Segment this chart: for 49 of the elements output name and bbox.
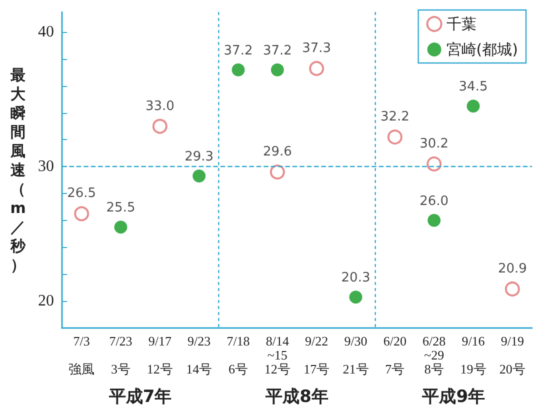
point: [74, 206, 90, 222]
point: [466, 100, 480, 113]
text: 平成7年: [108, 387, 172, 407]
point: [232, 63, 245, 76]
data-label: 37.2: [224, 43, 253, 58]
point: [426, 156, 442, 172]
x-tick-label: 9/19 20号: [499, 334, 526, 376]
legend-label: 千葉: [446, 15, 476, 33]
data-label: 37.3: [302, 40, 332, 56]
x-tick-label: 9/17 12号: [146, 334, 173, 376]
x-tick-label: 9/16 19号: [460, 334, 486, 376]
data-label: 37.2: [262, 43, 292, 58]
point: [387, 130, 402, 145]
point: [270, 164, 285, 180]
text: 平成8年: [264, 387, 328, 407]
x-tick-label: 9/23 14号: [186, 334, 212, 376]
data-label: 30.2: [420, 136, 449, 152]
x-tick-label: 9/22 17号: [304, 334, 330, 376]
legend-label: 宮崎(都城): [446, 40, 518, 58]
y-tick-label: 40: [38, 24, 54, 41]
text: 平成9年: [421, 387, 486, 407]
point: [114, 220, 128, 234]
point: [309, 60, 324, 76]
x-tick-label: 7/18 6号: [226, 334, 250, 376]
data-label: 33.0: [145, 98, 174, 114]
x-tick-label: 7/23 3号: [109, 334, 132, 376]
data-label: 29.6: [262, 144, 292, 160]
data-label: 34.5: [458, 80, 488, 95]
x-tick-label: 6/20 7号: [383, 334, 406, 376]
x-tick-label: 6/28 ~29 8号: [422, 334, 446, 376]
x-tick-label: 8/14 ~15 12号: [264, 334, 290, 376]
data-label: 26.5: [67, 186, 96, 202]
y-tick-label: 30: [38, 158, 54, 176]
x-tick-label: 7/3 強風: [68, 334, 95, 376]
point: [428, 214, 441, 227]
data-label: 29.3: [184, 150, 214, 165]
data-label: 20.3: [341, 270, 370, 286]
point: [504, 282, 520, 296]
y-tick-label: 20: [38, 292, 54, 310]
data-label: 32.2: [380, 110, 410, 125]
point: [152, 118, 168, 134]
point: [270, 63, 284, 76]
data-label: 26.0: [420, 194, 449, 209]
data-label: 20.9: [498, 262, 527, 277]
point: [192, 170, 206, 183]
x-tick-label: 9/30 21号: [342, 334, 369, 376]
data-label: 25.5: [106, 200, 136, 216]
point: [349, 290, 362, 304]
text: 最大瞬間風速（m／秒）: [10, 66, 26, 274]
